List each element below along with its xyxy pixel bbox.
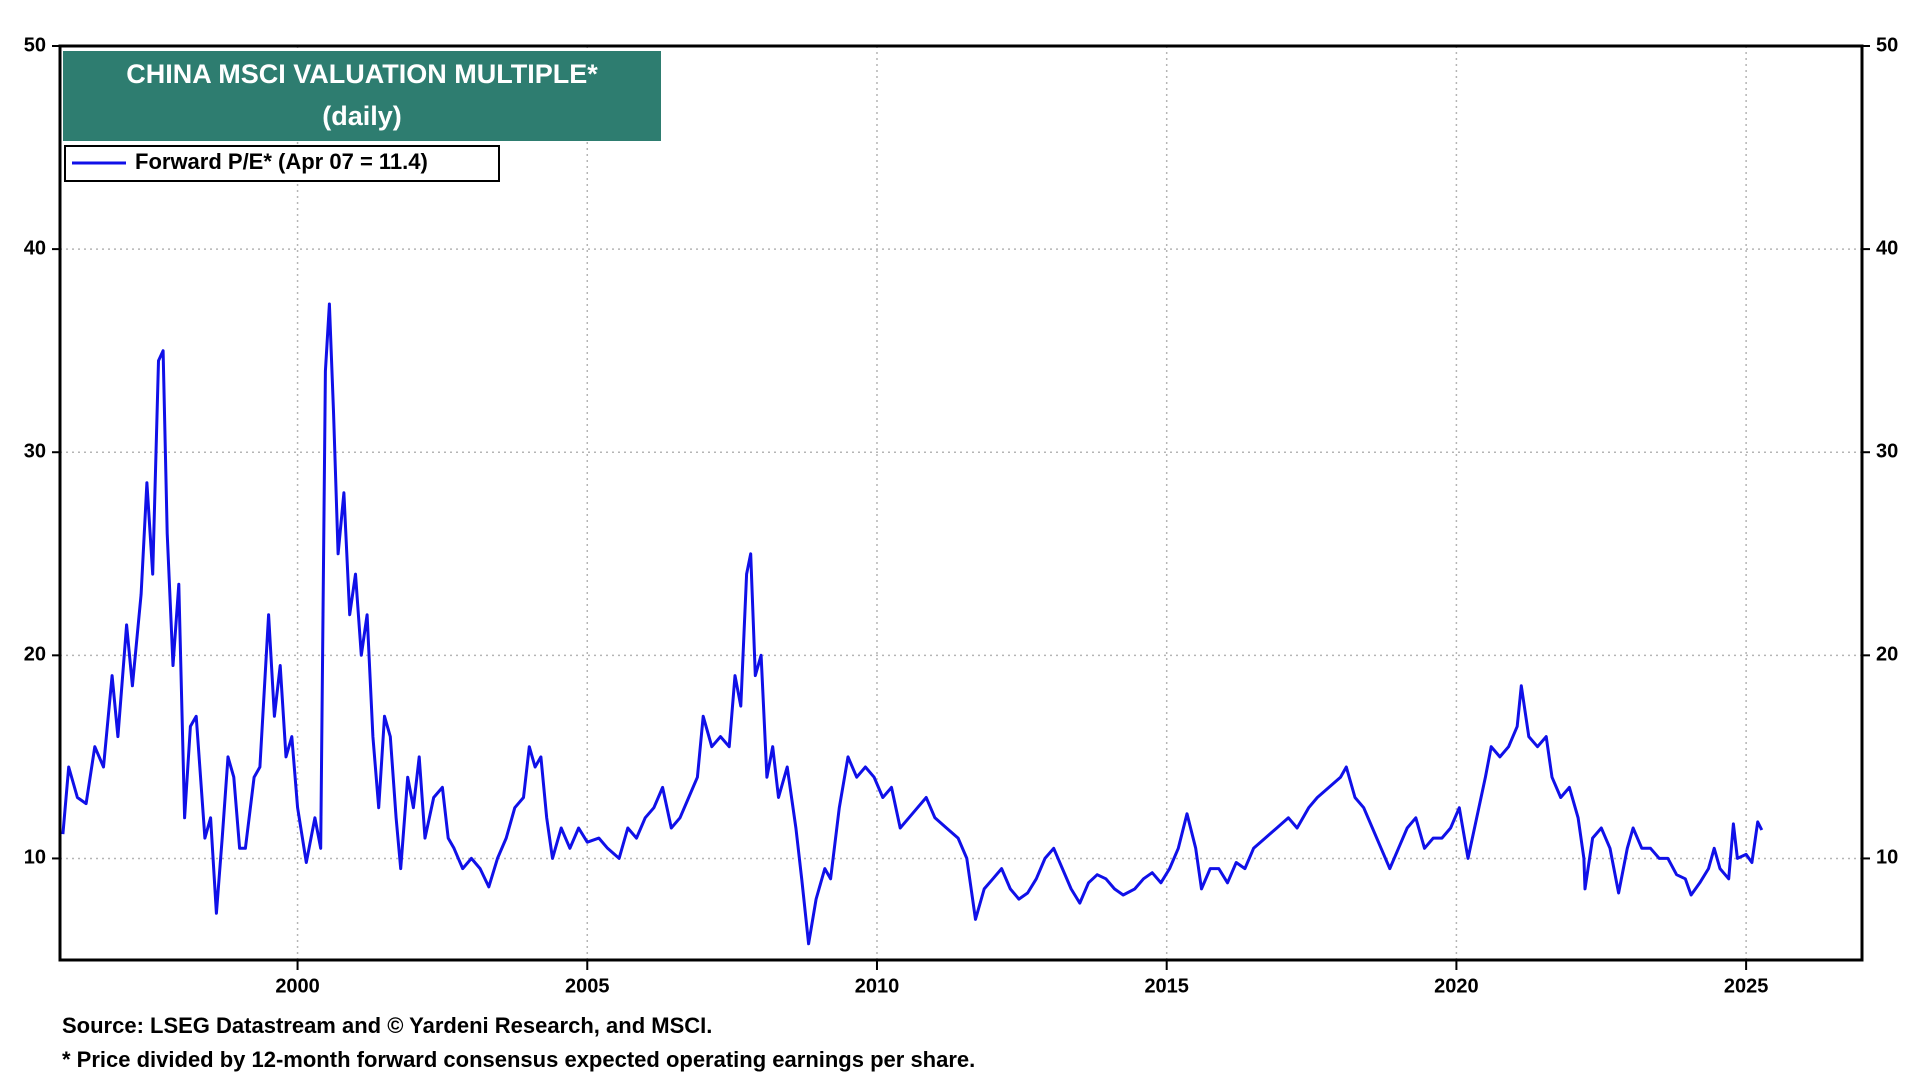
y-tick-label: 50 (24, 34, 46, 56)
y-tick-label: 30 (24, 441, 46, 463)
plot-frame (58, 44, 1864, 962)
legend-box (64, 145, 500, 182)
y2-tick-label: 30 (1876, 441, 1898, 463)
x-tick-label: 2010 (855, 975, 900, 997)
x-tick-label: 2025 (1724, 975, 1769, 997)
x-tick-label: 2020 (1434, 975, 1479, 997)
source-note: Source: LSEG Datastream and © Yardeni Re… (62, 1013, 712, 1038)
y-tick-label: 40 (24, 237, 46, 259)
y2-tick-label: 10 (1876, 847, 1898, 869)
x-tick-label: 2005 (565, 975, 610, 997)
y-tick-label: 10 (24, 847, 46, 869)
chart-subtitle: (daily) (322, 101, 402, 131)
title-box (63, 51, 661, 141)
legend-label: Forward P/E* (Apr 07 = 11.4) (135, 149, 428, 174)
y2-tick-label: 20 (1876, 644, 1898, 666)
chart-title: CHINA MSCI VALUATION MULTIPLE* (126, 59, 598, 89)
plot-area (60, 45, 1862, 960)
y2-tick-label: 40 (1876, 237, 1898, 259)
y-tick-label: 20 (24, 644, 46, 666)
x-tick-label: 2015 (1144, 975, 1189, 997)
y2-tick-label: 50 (1876, 34, 1898, 56)
x-tick-label: 2000 (275, 975, 320, 997)
series-line (61, 302, 1764, 946)
footnote: * Price divided by 12-month forward cons… (62, 1047, 975, 1072)
